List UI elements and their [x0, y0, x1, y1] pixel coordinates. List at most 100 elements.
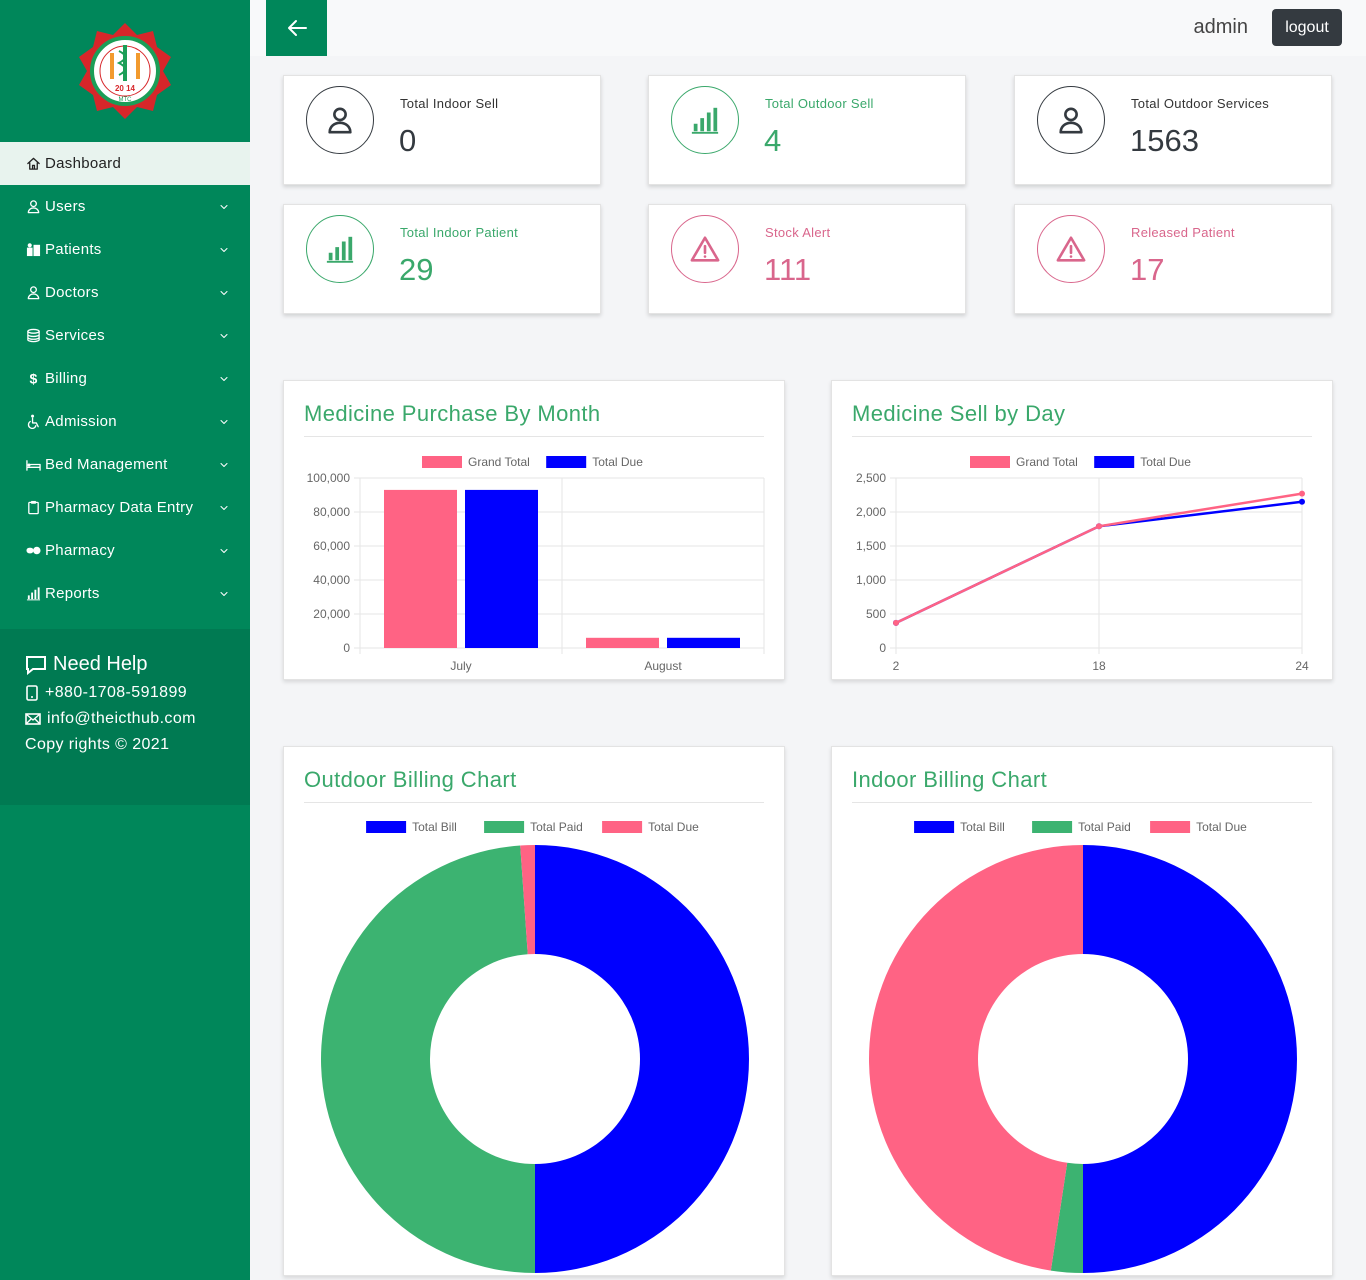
sidebar-item-reports[interactable]: Reports: [0, 572, 250, 615]
pie-slice[interactable]: [869, 845, 1083, 1271]
y-tick-label: 20,000: [313, 607, 350, 621]
sidebar-item-label: Billing: [45, 370, 218, 387]
legend-swatch: [1150, 821, 1190, 833]
data-point[interactable]: [893, 620, 899, 626]
chat-icon: [25, 655, 47, 675]
help-box: Need Help +880-1708-591899 info@theicthu…: [0, 629, 250, 805]
sidebar: 20 14 MTC Dashboard Users Patients Doctors S…: [0, 0, 250, 1280]
bed-icon: [26, 457, 41, 472]
chevron-down-icon: [218, 416, 230, 428]
sidebar-item-icon: [25, 328, 41, 344]
sidebar-item-icon: [25, 414, 41, 430]
sidebar-item-admission[interactable]: Admission: [0, 400, 250, 443]
data-point[interactable]: [1299, 499, 1305, 505]
user-icon: [1056, 105, 1086, 135]
stat-value: 111: [764, 252, 811, 288]
sidebar-item-patients[interactable]: Patients: [0, 228, 250, 271]
stat-icon-circle: [306, 86, 374, 154]
sidebar-item-billing[interactable]: $ Billing: [0, 357, 250, 400]
sidebar-item-pharmacy-data-entry[interactable]: Pharmacy Data Entry: [0, 486, 250, 529]
bar[interactable]: [667, 638, 740, 648]
help-copyright-text: Copy rights © 2021: [25, 736, 169, 754]
chevron-down-icon: [218, 244, 230, 256]
sidebar-item-label: Dashboard: [45, 155, 230, 172]
y-tick-label: 0: [343, 641, 350, 655]
data-point[interactable]: [1096, 523, 1102, 529]
x-tick-label: 24: [1295, 659, 1309, 673]
x-tick-label: 2: [893, 659, 900, 673]
legend-item[interactable]: Total Paid: [1032, 820, 1131, 834]
chevron-down-icon-wrap: [218, 287, 230, 299]
svg-text:20 14: 20 14: [115, 84, 136, 93]
legend-swatch: [546, 456, 586, 468]
indoor-billing-chart: Total Bill Total Paid Total Due: [832, 747, 1334, 1277]
legend-swatch: [1094, 456, 1134, 468]
chevron-down-icon: [218, 502, 230, 514]
legend-item[interactable]: Total Due: [546, 455, 643, 469]
chevron-down-icon: [218, 201, 230, 213]
legend-item[interactable]: Grand Total: [970, 455, 1078, 469]
sidebar-item-users[interactable]: Users: [0, 185, 250, 228]
legend-swatch: [484, 821, 524, 833]
chevron-down-icon: [218, 588, 230, 600]
help-email: info@theicthub.com: [25, 710, 250, 728]
bar[interactable]: [384, 490, 457, 648]
legend-item[interactable]: Total Bill: [914, 820, 1005, 834]
legend-item[interactable]: Total Due: [1150, 820, 1247, 834]
home-icon: [26, 156, 41, 171]
legend-item[interactable]: Total Paid: [484, 820, 583, 834]
stat-icon-circle: [306, 215, 374, 283]
bar[interactable]: [586, 638, 659, 648]
chevron-down-icon-wrap: [218, 201, 230, 213]
y-tick-label: 40,000: [313, 573, 350, 587]
dollar-icon: $: [26, 371, 41, 386]
bar-chart-icon: [26, 586, 41, 601]
stat-label: Stock Alert: [765, 225, 830, 240]
sidebar-item-services[interactable]: Services: [0, 314, 250, 357]
x-tick-label: July: [450, 659, 471, 673]
legend-item[interactable]: Total Bill: [366, 820, 457, 834]
stat-icon-circle: [1037, 86, 1105, 154]
legend-swatch: [422, 456, 462, 468]
back-button[interactable]: [266, 0, 327, 56]
sidebar-item-doctors[interactable]: Doctors: [0, 271, 250, 314]
chevron-down-icon: [218, 287, 230, 299]
sidebar-item-bed-management[interactable]: Bed Management: [0, 443, 250, 486]
logo-area: 20 14 MTC: [0, 0, 250, 142]
chevron-down-icon-wrap: [218, 545, 230, 557]
stat-card-total-outdoor-sell: Total Outdoor Sell 4: [648, 75, 966, 185]
y-tick-label: 0: [879, 641, 886, 655]
logout-button[interactable]: logout: [1272, 9, 1342, 46]
mtc-logo: 20 14 MTC: [75, 21, 175, 121]
help-phone: +880-1708-591899: [25, 684, 250, 702]
y-tick-label: 1,000: [856, 573, 886, 587]
chevron-down-icon: [218, 459, 230, 471]
pie-slice[interactable]: [1083, 845, 1297, 1273]
warning-icon: [1056, 234, 1086, 264]
sidebar-item-icon: [25, 586, 41, 602]
stat-value: 4: [764, 123, 781, 159]
svg-text:MTC: MTC: [119, 97, 133, 103]
data-point[interactable]: [1299, 491, 1305, 497]
legend-label: Total Due: [592, 455, 643, 469]
help-email-text: info@theicthub.com: [47, 710, 196, 728]
stat-value: 29: [399, 252, 433, 288]
topbar: admin logout: [250, 0, 1366, 56]
legend-label: Total Bill: [960, 820, 1005, 834]
bar[interactable]: [465, 490, 538, 648]
sidebar-item-pharmacy[interactable]: Pharmacy: [0, 529, 250, 572]
indoor-billing-panel: Indoor Billing Chart Total Bill Total Pai…: [831, 746, 1333, 1276]
legend-item[interactable]: Grand Total: [422, 455, 530, 469]
legend-label: Grand Total: [1016, 455, 1078, 469]
legend-item[interactable]: Total Due: [1094, 455, 1191, 469]
stat-icon-circle: [671, 215, 739, 283]
legend-item[interactable]: Total Due: [602, 820, 699, 834]
stat-label: Total Outdoor Services: [1131, 96, 1269, 111]
pie-slice[interactable]: [535, 845, 749, 1273]
x-tick-label: August: [644, 659, 682, 673]
stat-value: 1563: [1130, 123, 1199, 159]
pie-slice[interactable]: [321, 846, 535, 1273]
sidebar-item-label: Pharmacy Data Entry: [45, 499, 218, 516]
sidebar-item-dashboard[interactable]: Dashboard: [0, 142, 250, 185]
stat-label: Released Patient: [1131, 225, 1235, 240]
